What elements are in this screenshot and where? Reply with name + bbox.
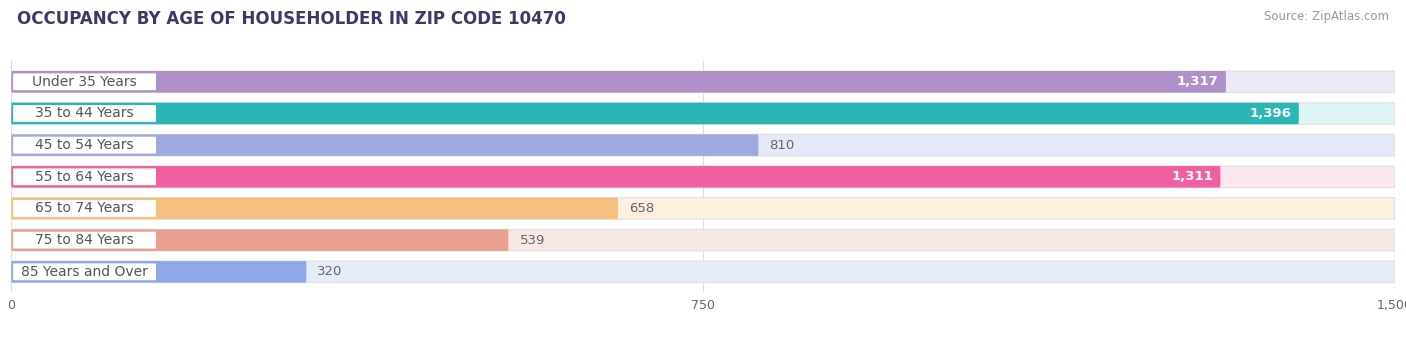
Text: 65 to 74 Years: 65 to 74 Years (35, 202, 134, 216)
Text: OCCUPANCY BY AGE OF HOUSEHOLDER IN ZIP CODE 10470: OCCUPANCY BY AGE OF HOUSEHOLDER IN ZIP C… (17, 10, 565, 28)
Text: 1,317: 1,317 (1177, 75, 1219, 88)
FancyBboxPatch shape (11, 198, 1395, 219)
FancyBboxPatch shape (13, 137, 156, 154)
Text: 85 Years and Over: 85 Years and Over (21, 265, 148, 279)
FancyBboxPatch shape (11, 166, 1220, 188)
FancyBboxPatch shape (11, 71, 1226, 92)
Text: Source: ZipAtlas.com: Source: ZipAtlas.com (1264, 10, 1389, 23)
Text: 320: 320 (318, 265, 343, 278)
Text: 1,311: 1,311 (1171, 170, 1213, 183)
FancyBboxPatch shape (11, 166, 1395, 188)
FancyBboxPatch shape (13, 73, 156, 90)
FancyBboxPatch shape (11, 261, 307, 283)
FancyBboxPatch shape (11, 230, 509, 251)
FancyBboxPatch shape (11, 198, 619, 219)
Text: 539: 539 (519, 234, 546, 246)
FancyBboxPatch shape (11, 134, 758, 156)
Text: 658: 658 (630, 202, 654, 215)
Text: Under 35 Years: Under 35 Years (32, 75, 136, 89)
Text: 35 to 44 Years: 35 to 44 Years (35, 106, 134, 120)
Text: 1,396: 1,396 (1250, 107, 1292, 120)
FancyBboxPatch shape (11, 71, 1395, 92)
Text: 75 to 84 Years: 75 to 84 Years (35, 233, 134, 247)
FancyBboxPatch shape (13, 200, 156, 217)
FancyBboxPatch shape (13, 168, 156, 185)
Text: 810: 810 (769, 139, 794, 152)
FancyBboxPatch shape (11, 103, 1299, 124)
FancyBboxPatch shape (11, 103, 1395, 124)
Text: 45 to 54 Years: 45 to 54 Years (35, 138, 134, 152)
FancyBboxPatch shape (11, 261, 1395, 283)
FancyBboxPatch shape (11, 230, 1395, 251)
Text: 55 to 64 Years: 55 to 64 Years (35, 170, 134, 184)
FancyBboxPatch shape (13, 232, 156, 249)
FancyBboxPatch shape (13, 264, 156, 280)
FancyBboxPatch shape (11, 134, 1395, 156)
FancyBboxPatch shape (13, 105, 156, 122)
